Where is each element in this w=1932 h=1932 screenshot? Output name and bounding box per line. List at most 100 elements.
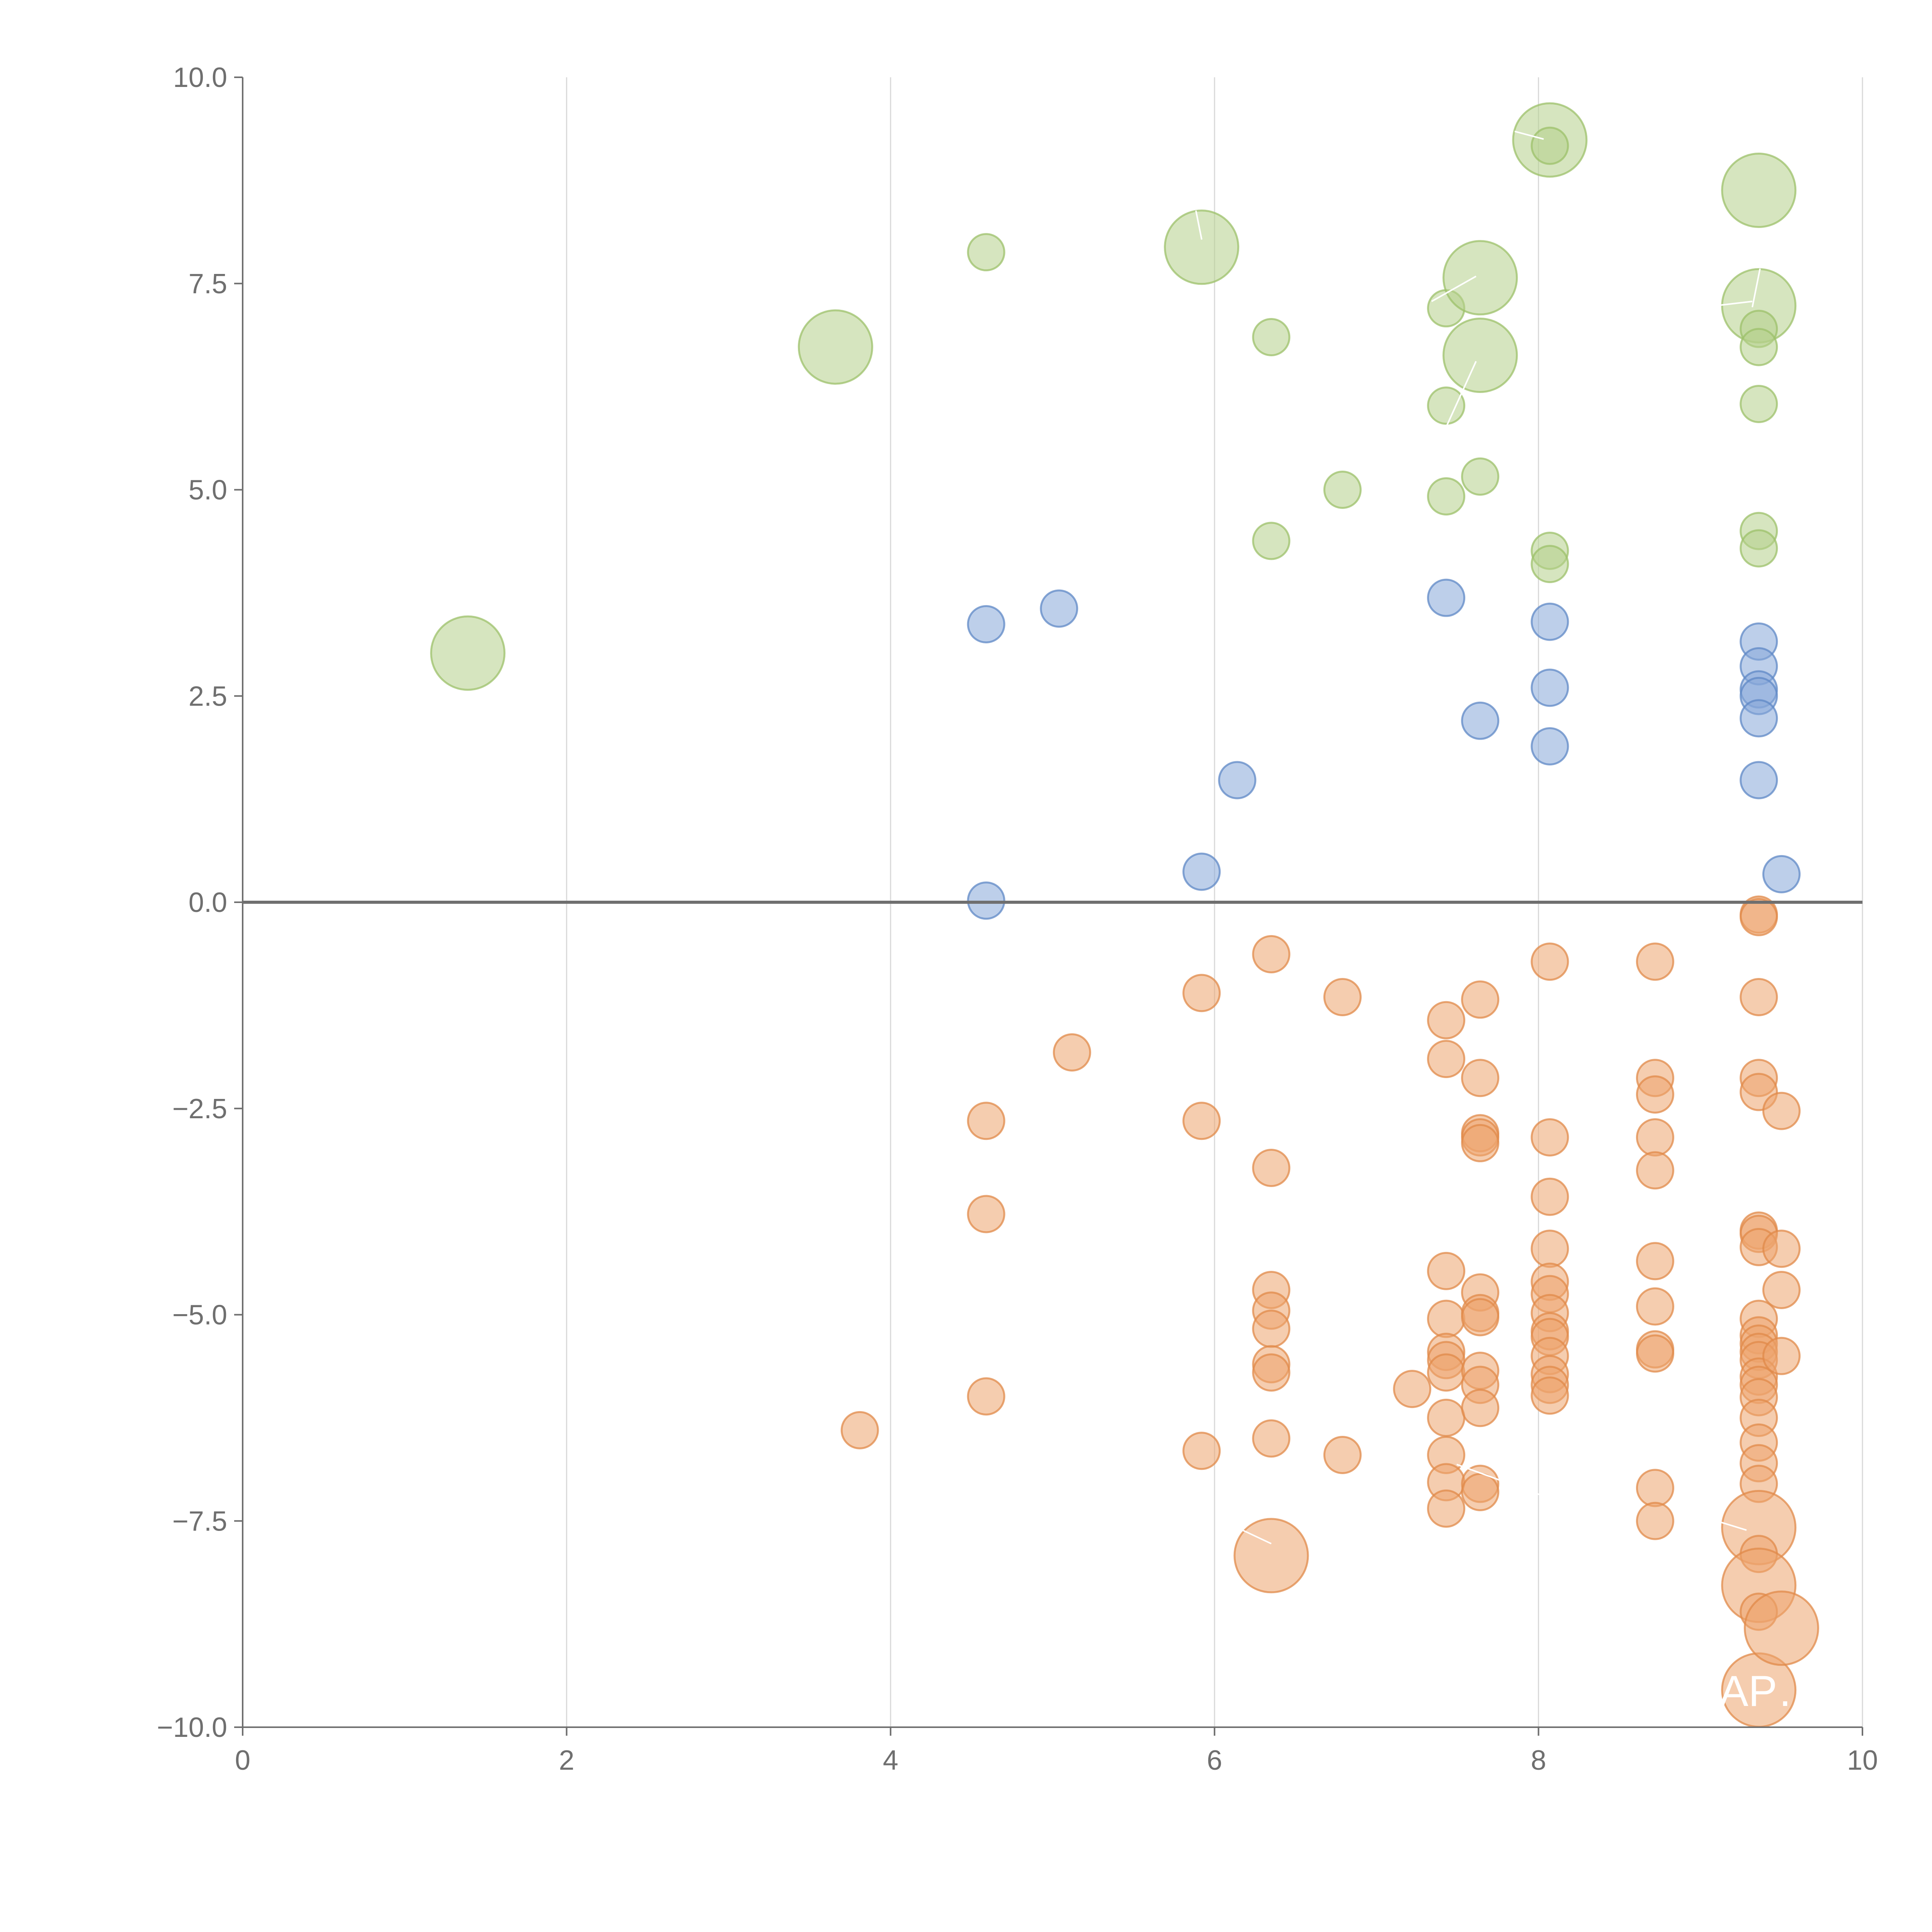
- y-tick-label: 7.5: [189, 269, 227, 299]
- green-bubble: [1531, 126, 1569, 165]
- green-bubble: [1252, 318, 1291, 357]
- green-bubble: [1442, 317, 1518, 393]
- x-tick-label: 0: [235, 1745, 250, 1776]
- orange-bubble: [1427, 1353, 1466, 1392]
- orange-bubble: [1461, 1473, 1500, 1512]
- blue-bubble: [1427, 578, 1466, 617]
- callout-leader-line: [1195, 210, 1202, 240]
- orange-bubble: [1461, 980, 1500, 1019]
- green-bubble: [1461, 457, 1500, 496]
- green-bubble: [967, 233, 1005, 272]
- blue-bubble: [1740, 761, 1778, 799]
- callout-layer: M… AP…: [1195, 131, 1820, 1715]
- blue-bubble: [1182, 852, 1221, 891]
- x-tick-label: 10: [1847, 1745, 1878, 1776]
- orange-bubble: [1531, 1230, 1569, 1268]
- callout-leader-line: [1431, 276, 1476, 302]
- axis-layer: 10.0 7.5 5.0 2.5 0.0 −2.5 −5.0 −7.5 −10.0 0 2 4 6 8 10: [157, 62, 1878, 1776]
- blue-bubble: [1040, 589, 1078, 628]
- blue-bubble: [967, 881, 1005, 920]
- callout-leader-line: [1456, 1464, 1542, 1496]
- orange-bubble: [840, 1411, 879, 1449]
- green-bubble: [1427, 386, 1466, 425]
- green-bubble: [1164, 209, 1240, 285]
- orange-bubble: [1393, 1370, 1432, 1408]
- y-tick-label: 2.5: [189, 681, 227, 712]
- x-tick-label: 2: [559, 1745, 574, 1776]
- orange-bubble: [967, 1102, 1005, 1140]
- y-tick-label: −2.5: [172, 1094, 227, 1124]
- callout-label-m: M…: [1536, 1437, 1615, 1485]
- green-bubble: [1323, 471, 1362, 509]
- y-tick-label: −7.5: [172, 1506, 227, 1537]
- orange-bubble: [1740, 898, 1778, 936]
- orange-bubble: [1427, 1489, 1466, 1528]
- green-bubble: [1531, 545, 1569, 583]
- orange-bubble: [1427, 1252, 1466, 1290]
- orange-bubble: [1762, 1092, 1801, 1130]
- orange-bubble: [1636, 1075, 1674, 1114]
- orange-bubble: [1182, 1432, 1221, 1470]
- green-bubble: [1740, 529, 1778, 568]
- orange-bubble: [1636, 1242, 1674, 1281]
- y-tick-label: −5.0: [172, 1300, 227, 1331]
- orange-bubble: [1323, 1435, 1362, 1474]
- blue-bubble: [1461, 701, 1500, 740]
- callout-leader-line: [1446, 361, 1477, 425]
- green-bubble: [430, 615, 506, 691]
- callout-leader-line: [1719, 301, 1753, 306]
- orange-bubble: [1182, 974, 1221, 1012]
- orange-bubble: [1252, 935, 1291, 974]
- orange-bubble: [1427, 1040, 1466, 1078]
- orange-bubble: [1461, 1298, 1500, 1337]
- orange-bubble: [1427, 1299, 1466, 1338]
- orange-bubble: [1636, 942, 1674, 981]
- callout-leader-line: [1238, 1527, 1272, 1544]
- orange-bubble: [1182, 1102, 1221, 1140]
- callout-leader-line: [1696, 1514, 1747, 1531]
- green-bubble: [1442, 240, 1518, 316]
- blue-bubble: [967, 605, 1005, 644]
- x-tick-label: 8: [1531, 1745, 1546, 1776]
- orange-bubble: [1636, 1469, 1674, 1507]
- blue-bubble: [1762, 855, 1801, 893]
- orange-bubble: [1743, 1590, 1819, 1666]
- green-bubble: [798, 309, 873, 385]
- orange-bubble: [1252, 1310, 1291, 1348]
- blue-bubble: [1531, 602, 1569, 641]
- blue-bubble: [1531, 668, 1569, 707]
- orange-bubble: [1252, 1353, 1291, 1392]
- orange-bubble: [1461, 1124, 1500, 1162]
- orange-bubble: [1762, 1230, 1801, 1268]
- orange-bubble: [1531, 1118, 1569, 1156]
- y-tick-label: 10.0: [173, 62, 227, 93]
- orange-bubble: [1531, 1177, 1569, 1216]
- orange-bubble: [1762, 1270, 1801, 1309]
- blue-bubble: [1740, 699, 1778, 738]
- callout-leader-line: [1752, 268, 1761, 308]
- orange-bubble: [1740, 978, 1778, 1017]
- orange-bubble: [1636, 1118, 1674, 1156]
- blue-bubble: [1218, 761, 1257, 799]
- orange-bubble: [1762, 1337, 1801, 1375]
- orange-bubble: [1636, 1334, 1674, 1373]
- x-tick-label: 4: [883, 1745, 898, 1776]
- green-bubble: [1721, 152, 1797, 228]
- orange-bubble: [1636, 1502, 1674, 1540]
- bubble-layer: [430, 102, 1819, 1728]
- orange-bubble: [1636, 1287, 1674, 1326]
- orange-bubble: [1531, 1376, 1569, 1415]
- orange-bubble: [1636, 1151, 1674, 1190]
- orange-bubble: [967, 1377, 1005, 1416]
- callout-leader-line: [1514, 131, 1544, 140]
- orange-bubble: [1427, 1001, 1466, 1039]
- green-bubble: [1740, 328, 1778, 366]
- orange-bubble: [1252, 1419, 1291, 1458]
- y-tick-label: −10.0: [157, 1712, 227, 1743]
- callout-label-ap: AP…: [1719, 1667, 1820, 1715]
- green-bubble: [1252, 522, 1291, 560]
- orange-bubble: [1427, 1398, 1466, 1437]
- orange-bubble: [1461, 1389, 1500, 1427]
- orange-bubble: [1053, 1033, 1091, 1072]
